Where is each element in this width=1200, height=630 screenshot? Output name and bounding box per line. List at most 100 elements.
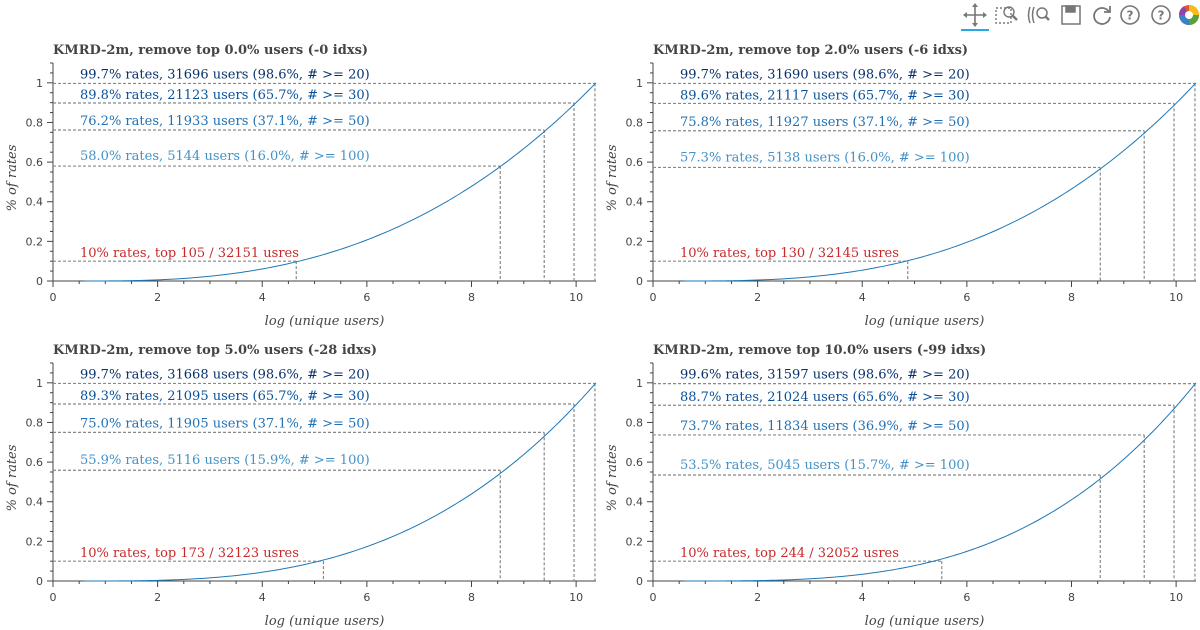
threshold-annotation: 88.7% rates, 21024 users (65.6%, # >= 30…: [680, 390, 970, 405]
x-tick-label: 2: [754, 591, 761, 604]
chart-title: KMRD-2m, remove top 0.0% users (-0 idxs): [53, 43, 368, 58]
y-tick-label: 0.8: [626, 116, 644, 129]
reset-tool-button[interactable]: [1088, 2, 1116, 28]
chart-panel-2: KMRD-2m, remove top 2.0% users (-6 idxs)…: [605, 43, 1197, 329]
x-tick-label: 10: [1169, 291, 1183, 304]
reset-icon: [1093, 6, 1111, 25]
x-tick-label: 0: [650, 291, 657, 304]
threshold-annotation: 57.3% rates, 5138 users (16.0%, # >= 100…: [680, 150, 970, 165]
threshold-annotation: 99.6% rates, 31597 users (98.6%, # >= 20…: [680, 368, 970, 383]
y-tick-label: 0.4: [26, 496, 44, 509]
x-tick-label: 6: [363, 291, 370, 304]
top-users-annotation: 10% rates, top 173 / 32123 usres: [80, 546, 299, 561]
box-zoom-icon: [995, 6, 1018, 24]
y-tick-label: 0.4: [26, 196, 44, 209]
threshold-annotation: 73.7% rates, 11834 users (36.9%, # >= 50…: [680, 419, 970, 434]
svg-text:?: ?: [1158, 9, 1165, 23]
threshold-annotation: 99.7% rates, 31696 users (98.6%, # >= 20…: [80, 67, 370, 82]
x-tick-label: 6: [963, 291, 970, 304]
threshold-annotation: 75.8% rates, 11927 users (37.1%, # >= 50…: [680, 115, 970, 130]
x-tick-label: 4: [859, 291, 866, 304]
x-axis-label: log (unique users): [265, 614, 385, 629]
x-tick-label: 8: [468, 591, 475, 604]
threshold-annotation: 58.0% rates, 5144 users (16.0%, # >= 100…: [80, 149, 370, 164]
chart-panel-4: KMRD-2m, remove top 10.0% users (-99 idx…: [605, 343, 1197, 629]
y-tick-label: 1: [636, 377, 643, 390]
x-tick-label: 0: [50, 591, 57, 604]
top-users-annotation: 10% rates, top 130 / 32145 usres: [680, 246, 899, 261]
threshold-annotation: 89.3% rates, 21095 users (65.7%, # >= 30…: [80, 389, 370, 404]
y-tick-label: 0: [636, 275, 643, 288]
help-icon: ?: [1120, 5, 1140, 25]
x-tick-label: 4: [859, 591, 866, 604]
chart-title: KMRD-2m, remove top 2.0% users (-6 idxs): [653, 43, 968, 58]
x-tick-label: 0: [50, 291, 57, 304]
box-zoom-tool-button[interactable]: [993, 2, 1021, 28]
svg-text:?: ?: [1127, 9, 1134, 23]
x-tick-label: 10: [569, 591, 583, 604]
y-tick-label: 1: [636, 77, 643, 90]
y-tick-label: 1: [36, 377, 43, 390]
threshold-annotation: 76.2% rates, 11933 users (37.1%, # >= 50…: [80, 114, 370, 129]
x-tick-label: 8: [1068, 591, 1075, 604]
threshold-annotation: 99.7% rates, 31668 users (98.6%, # >= 20…: [80, 367, 370, 382]
x-axis-label: log (unique users): [865, 614, 985, 629]
y-tick-label: 1: [36, 77, 43, 90]
y-tick-label: 0: [36, 275, 43, 288]
x-tick-label: 10: [1169, 591, 1183, 604]
y-tick-label: 0.8: [26, 416, 44, 429]
threshold-annotation: 89.6% rates, 21117 users (65.7%, # >= 30…: [680, 88, 970, 103]
x-tick-label: 2: [754, 291, 761, 304]
series-line: [684, 82, 1197, 282]
save-icon: [1061, 5, 1081, 25]
y-axis-label: % of rates: [605, 144, 620, 211]
pan-tool-button[interactable]: [961, 2, 989, 31]
help-tool-button[interactable]: ?: [1147, 2, 1175, 28]
y-tick-label: 0.6: [26, 456, 44, 469]
hover-help-tool-button[interactable]: ?: [1116, 2, 1144, 28]
threshold-annotation: 75.0% rates, 11905 users (37.1%, # >= 50…: [80, 416, 370, 431]
top-users-annotation: 10% rates, top 105 / 32151 usres: [80, 246, 299, 261]
y-tick-label: 0.4: [626, 496, 644, 509]
x-tick-label: 4: [259, 591, 266, 604]
y-tick-label: 0.2: [626, 235, 644, 248]
bokeh-logo[interactable]: [1175, 2, 1200, 28]
wheel-zoom-tool-button[interactable]: [1025, 2, 1053, 28]
y-axis-label: % of rates: [605, 444, 620, 511]
series-line: [84, 382, 597, 582]
x-tick-label: 10: [569, 291, 583, 304]
plot-toolbar: ??: [955, 0, 1200, 32]
x-tick-label: 2: [154, 291, 161, 304]
x-tick-label: 0: [650, 591, 657, 604]
x-tick-label: 6: [963, 591, 970, 604]
series-line: [684, 382, 1197, 582]
y-tick-label: 0.4: [626, 196, 644, 209]
chart-title: KMRD-2m, remove top 5.0% users (-28 idxs…: [53, 343, 377, 358]
y-tick-label: 0.8: [626, 416, 644, 429]
x-axis-label: log (unique users): [865, 314, 985, 329]
x-tick-label: 6: [363, 591, 370, 604]
threshold-annotation: 99.7% rates, 31690 users (98.6%, # >= 20…: [680, 67, 970, 82]
top-users-annotation: 10% rates, top 244 / 32052 usres: [680, 546, 899, 561]
x-tick-label: 4: [259, 291, 266, 304]
y-tick-label: 0.8: [26, 116, 44, 129]
bokeh-logo-icon: [1178, 5, 1199, 25]
threshold-annotation: 55.9% rates, 5116 users (15.9%, # >= 100…: [80, 453, 370, 468]
y-tick-label: 0.2: [626, 535, 644, 548]
help-icon: ?: [1151, 5, 1171, 25]
x-tick-label: 2: [154, 591, 161, 604]
y-tick-label: 0: [36, 575, 43, 588]
y-tick-label: 0.6: [626, 156, 644, 169]
y-tick-label: 0.2: [26, 535, 44, 548]
y-tick-label: 0.2: [26, 235, 44, 248]
threshold-annotation: 89.8% rates, 21123 users (65.7%, # >= 30…: [80, 88, 370, 103]
save-tool-button[interactable]: [1057, 2, 1085, 28]
x-tick-label: 8: [1068, 291, 1075, 304]
wheel-zoom-icon: [1027, 6, 1050, 24]
y-tick-label: 0: [636, 575, 643, 588]
chart-panel-3: KMRD-2m, remove top 5.0% users (-28 idxs…: [5, 343, 597, 629]
x-axis-label: log (unique users): [265, 314, 385, 329]
y-tick-label: 0.6: [626, 456, 644, 469]
y-tick-label: 0.6: [26, 156, 44, 169]
